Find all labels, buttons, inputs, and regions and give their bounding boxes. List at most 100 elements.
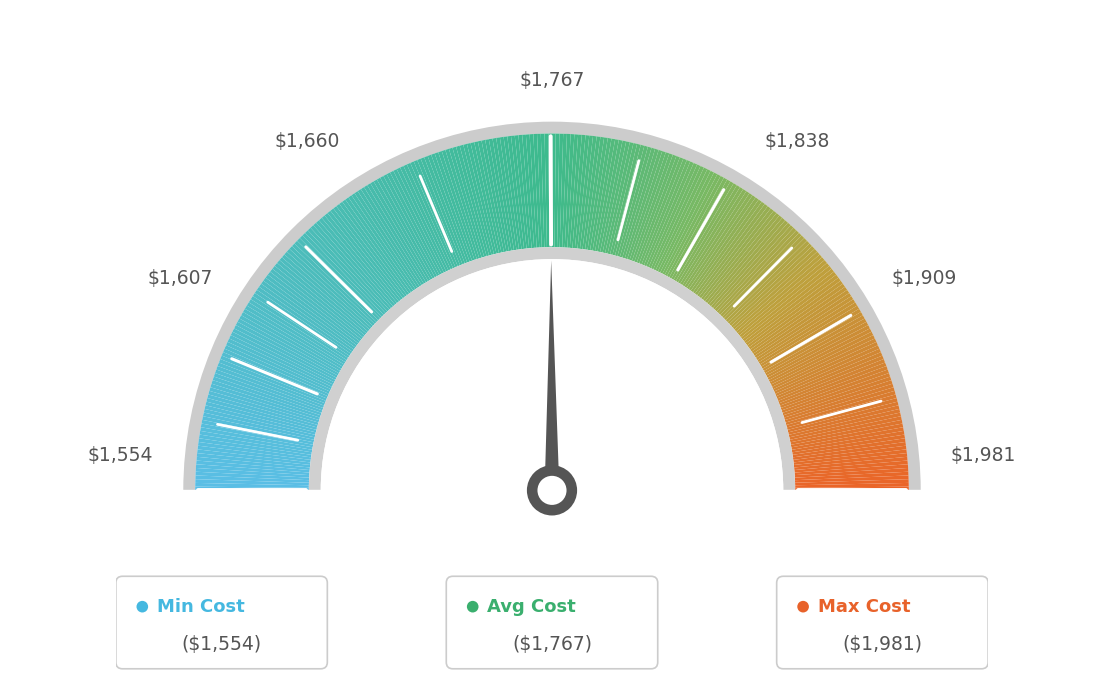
Wedge shape	[279, 257, 368, 333]
Wedge shape	[496, 137, 517, 250]
Wedge shape	[693, 199, 762, 294]
Wedge shape	[751, 284, 845, 352]
Wedge shape	[562, 134, 571, 248]
Wedge shape	[432, 153, 473, 262]
Wedge shape	[478, 141, 503, 253]
Wedge shape	[737, 260, 827, 335]
Wedge shape	[198, 446, 310, 462]
Wedge shape	[302, 233, 384, 317]
Wedge shape	[474, 141, 501, 253]
FancyBboxPatch shape	[446, 576, 658, 669]
Wedge shape	[590, 138, 612, 250]
Wedge shape	[219, 359, 326, 403]
Wedge shape	[339, 201, 410, 295]
Wedge shape	[793, 435, 905, 455]
Wedge shape	[794, 449, 906, 465]
Wedge shape	[295, 241, 379, 322]
Wedge shape	[183, 121, 921, 491]
Wedge shape	[328, 210, 401, 302]
Wedge shape	[753, 290, 849, 356]
Wedge shape	[554, 134, 560, 247]
Wedge shape	[220, 355, 327, 401]
Wedge shape	[658, 169, 711, 273]
Wedge shape	[565, 134, 574, 248]
Wedge shape	[197, 453, 310, 468]
Wedge shape	[213, 377, 321, 415]
Wedge shape	[255, 290, 351, 356]
Wedge shape	[558, 134, 563, 247]
Wedge shape	[197, 457, 310, 470]
Wedge shape	[403, 164, 453, 269]
Wedge shape	[772, 338, 877, 389]
Wedge shape	[241, 312, 341, 371]
Polygon shape	[544, 260, 560, 491]
Wedge shape	[321, 259, 783, 491]
Wedge shape	[795, 479, 909, 485]
FancyBboxPatch shape	[116, 576, 327, 669]
Wedge shape	[522, 135, 534, 248]
Wedge shape	[511, 135, 527, 249]
Wedge shape	[456, 146, 489, 256]
Wedge shape	[514, 135, 529, 248]
Wedge shape	[268, 272, 360, 344]
Wedge shape	[400, 166, 450, 270]
Wedge shape	[427, 155, 469, 262]
Wedge shape	[319, 218, 395, 306]
Wedge shape	[200, 431, 312, 453]
Wedge shape	[199, 438, 311, 457]
Text: $1,554: $1,554	[87, 446, 153, 465]
Wedge shape	[644, 160, 690, 266]
Wedge shape	[453, 147, 487, 257]
Wedge shape	[743, 268, 834, 342]
Wedge shape	[285, 252, 371, 330]
Wedge shape	[202, 420, 314, 445]
Wedge shape	[575, 135, 590, 248]
Wedge shape	[662, 172, 718, 275]
Wedge shape	[583, 137, 601, 250]
Wedge shape	[722, 235, 805, 318]
Wedge shape	[204, 405, 316, 435]
Wedge shape	[393, 169, 446, 273]
Wedge shape	[533, 134, 542, 248]
Wedge shape	[637, 156, 680, 264]
Wedge shape	[373, 179, 433, 279]
Wedge shape	[245, 306, 344, 366]
Wedge shape	[682, 189, 746, 286]
Wedge shape	[333, 206, 405, 298]
Wedge shape	[793, 438, 905, 457]
Wedge shape	[414, 160, 460, 266]
Wedge shape	[270, 268, 361, 342]
Wedge shape	[788, 409, 900, 437]
Wedge shape	[364, 185, 426, 284]
Wedge shape	[714, 225, 794, 311]
Wedge shape	[227, 338, 332, 389]
Wedge shape	[552, 134, 555, 247]
Text: Min Cost: Min Cost	[157, 598, 245, 615]
Wedge shape	[435, 152, 475, 261]
Text: $1,767: $1,767	[519, 71, 585, 90]
Wedge shape	[694, 201, 765, 295]
Wedge shape	[282, 255, 370, 331]
Wedge shape	[585, 137, 604, 250]
Wedge shape	[203, 413, 315, 440]
Wedge shape	[222, 352, 328, 399]
Wedge shape	[587, 137, 608, 250]
Wedge shape	[470, 142, 499, 254]
Wedge shape	[725, 241, 809, 322]
Wedge shape	[607, 143, 637, 254]
Wedge shape	[795, 483, 909, 488]
Wedge shape	[749, 281, 842, 350]
Wedge shape	[627, 151, 666, 260]
Wedge shape	[719, 230, 799, 315]
Wedge shape	[237, 319, 339, 375]
Wedge shape	[623, 149, 659, 258]
Wedge shape	[768, 328, 872, 382]
Wedge shape	[716, 228, 796, 313]
Wedge shape	[707, 215, 783, 305]
FancyBboxPatch shape	[777, 576, 988, 669]
Wedge shape	[671, 179, 731, 279]
Wedge shape	[243, 308, 342, 368]
Wedge shape	[593, 139, 615, 251]
Wedge shape	[756, 296, 853, 360]
Wedge shape	[601, 141, 626, 253]
